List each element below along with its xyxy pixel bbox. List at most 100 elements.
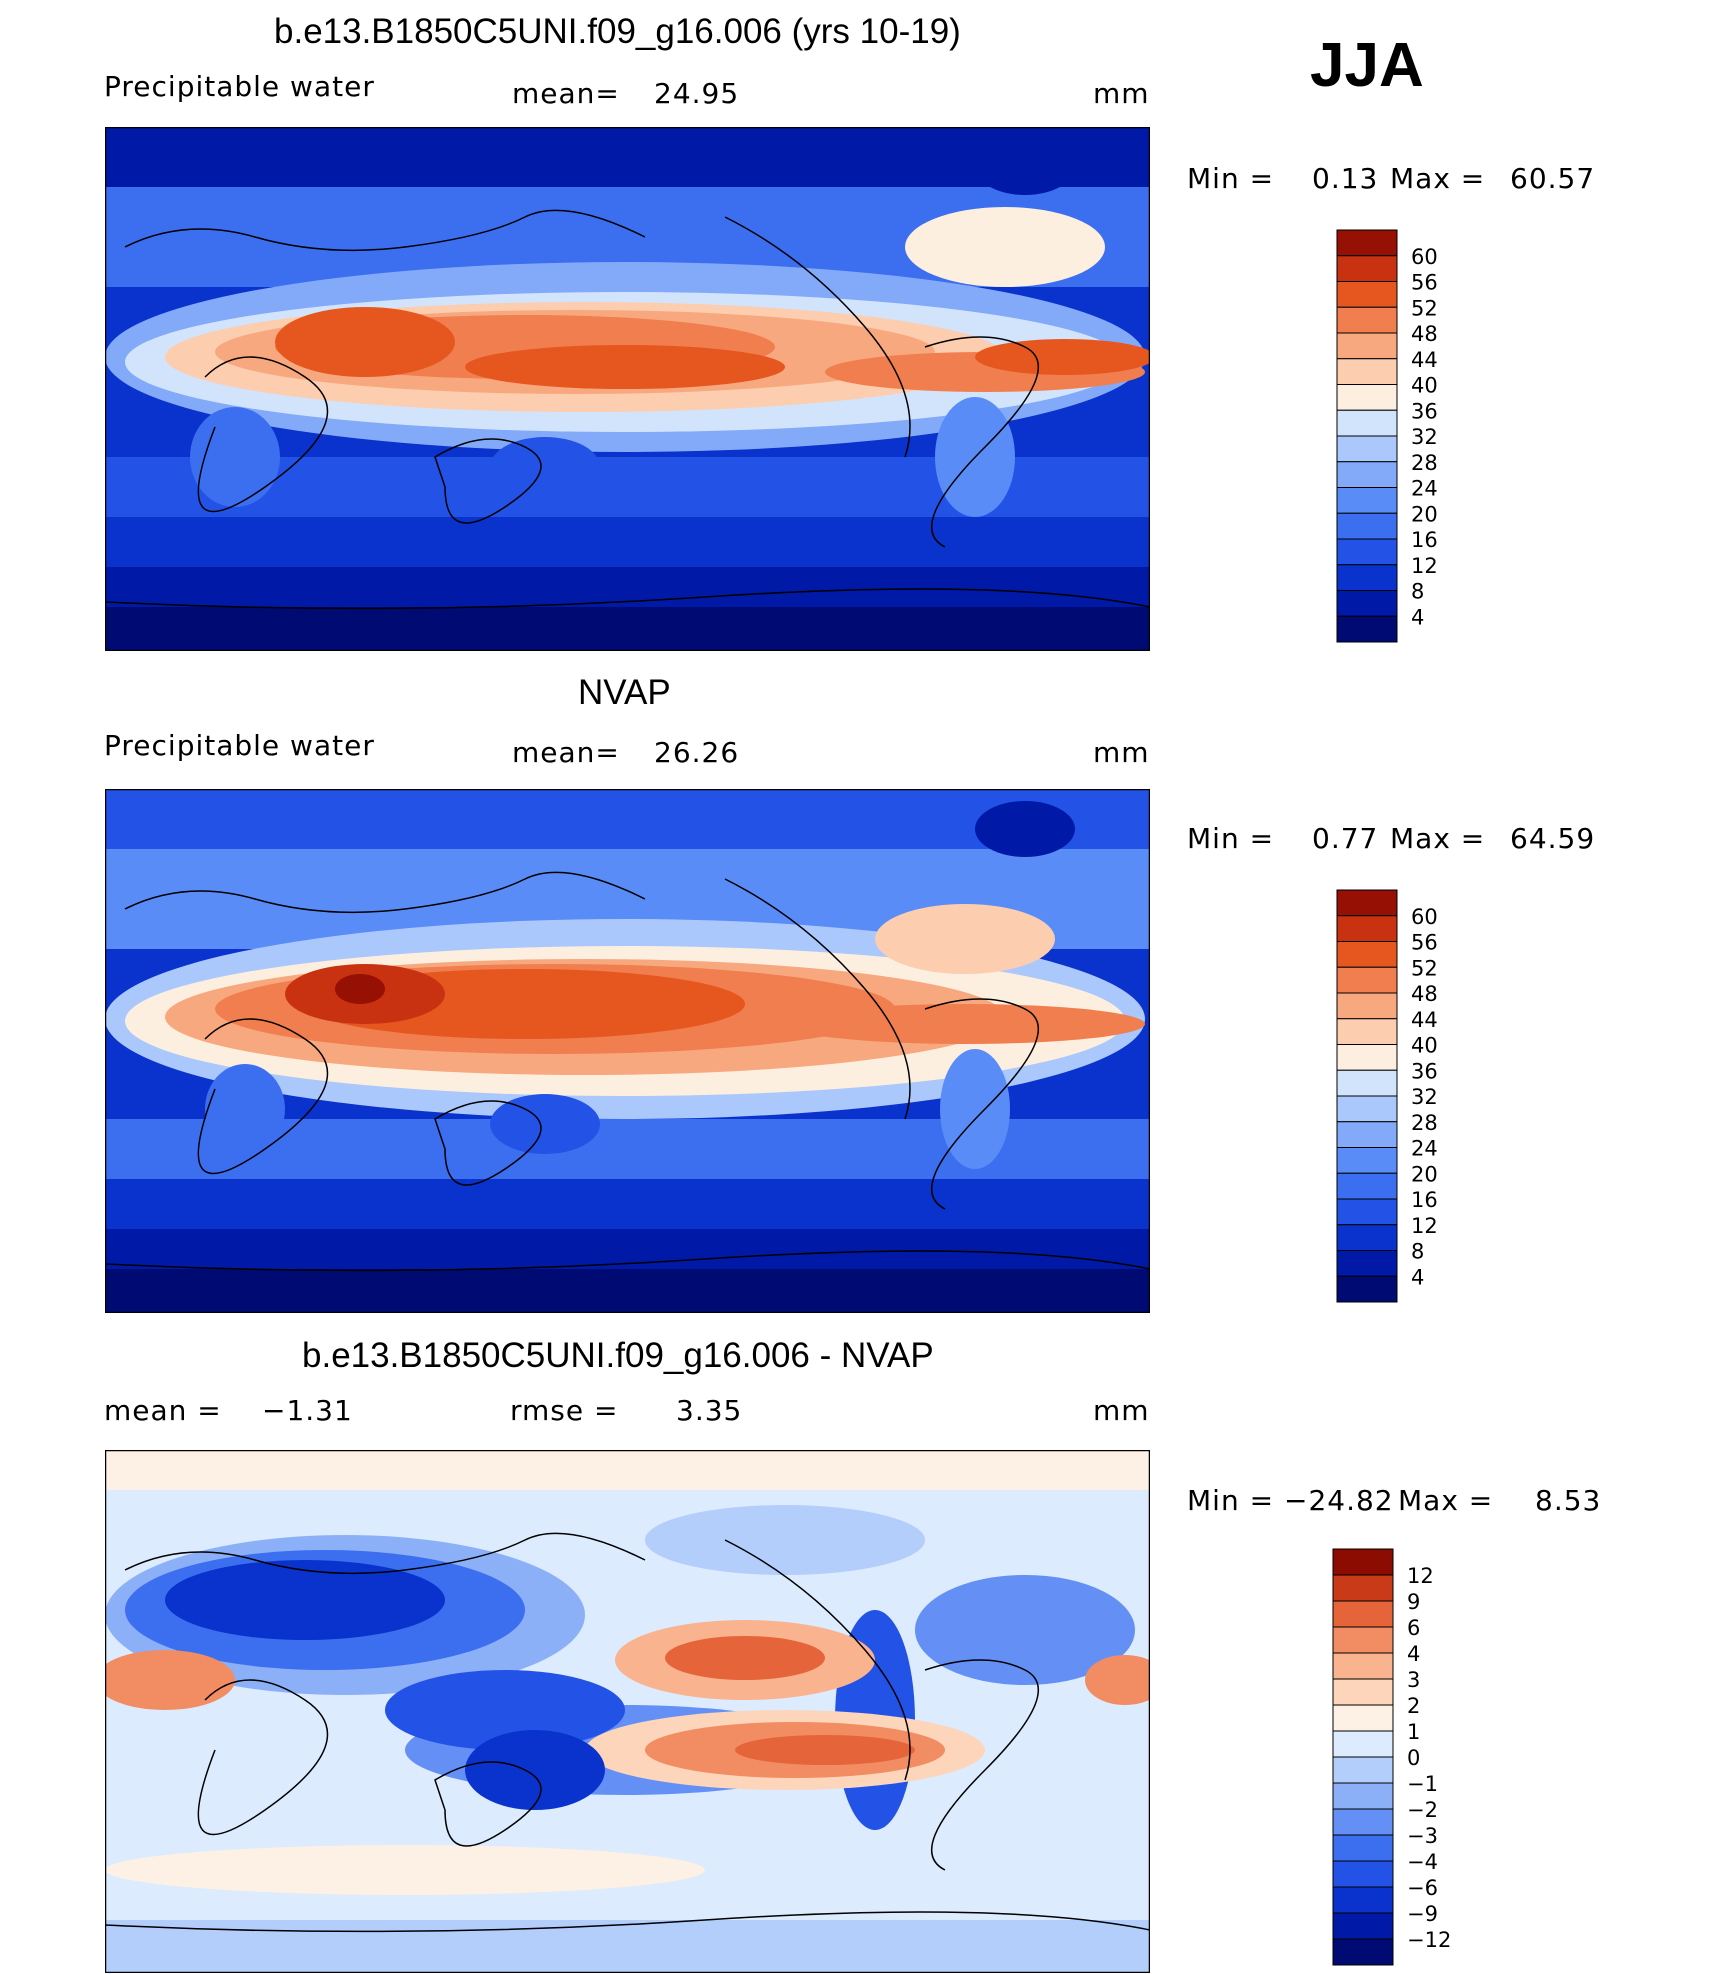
panel2-units: mm [1093, 736, 1150, 769]
colorbar-segment [1336, 1121, 1398, 1148]
colorbar-tick-label: 4 [1411, 605, 1424, 629]
colorbar-segment [1332, 1782, 1394, 1810]
colorbar-tick-label: 44 [1411, 1008, 1438, 1032]
colorbar-tick-label: 32 [1411, 425, 1438, 449]
colorbar-segment [1336, 512, 1398, 540]
colorbar-segment [1336, 1069, 1398, 1097]
colorbar-tick-label: 24 [1411, 1137, 1438, 1161]
panel1-mean-value: 24.95 [654, 77, 740, 110]
colorbar-tick-label: 24 [1411, 477, 1438, 501]
panel3-min-label: Min = [1187, 1484, 1275, 1517]
panel2-max-value: 64.59 [1510, 822, 1596, 855]
colorbar-tick-label: 60 [1411, 905, 1438, 929]
colorbar-segment [1336, 915, 1398, 942]
colorbar-segment [1336, 1095, 1398, 1123]
colorbar-tick-label: −9 [1407, 1902, 1438, 1926]
panel1-units: mm [1093, 77, 1150, 110]
colorbar-tick-label: 40 [1411, 1034, 1438, 1058]
season-label: JJA [1310, 31, 1424, 100]
panel3-mean-label: mean = [104, 1394, 222, 1427]
panel1-max-value: 60.57 [1510, 162, 1596, 195]
colorbar-segment [1332, 1834, 1394, 1862]
colorbar-tick-label: −12 [1407, 1928, 1451, 1952]
colorbar-segment [1336, 992, 1398, 1020]
colorbar-tick-label: 0 [1407, 1746, 1420, 1770]
panel2-variable-label: Precipitable water [104, 729, 375, 762]
colorbar-segment [1336, 306, 1398, 334]
colorbar-tick-label: 16 [1411, 528, 1438, 552]
panel3-units: mm [1093, 1394, 1150, 1427]
colorbar-tick-label: 4 [1411, 1265, 1424, 1289]
colorbar-segment [1336, 1275, 1398, 1303]
panel3-rmse-label: rmse = [510, 1394, 619, 1427]
colorbar-tick-label: 3 [1407, 1668, 1420, 1692]
colorbar-segment [1336, 409, 1398, 437]
colorbar-segment [1332, 1652, 1394, 1680]
panel3-max-label: Max = [1398, 1484, 1494, 1517]
colorbar-tick-label: 2 [1407, 1694, 1420, 1718]
colorbar-tick-label: 40 [1411, 374, 1438, 398]
colorbar-segment [1332, 1808, 1394, 1836]
panel2-mean-value: 26.26 [654, 736, 740, 769]
map-model-precipitable-water [105, 127, 1150, 651]
panel1-title: b.e13.B1850C5UNI.f09_g16.006 (yrs 10-19) [274, 12, 961, 51]
colorbar-segment [1332, 1938, 1394, 1966]
colorbar-tick-label: −3 [1407, 1824, 1438, 1848]
map-nvap-precipitable-water [105, 789, 1150, 1313]
colorbar-tick-label: 4 [1407, 1642, 1420, 1666]
colorbar-tick-label: −1 [1407, 1772, 1438, 1796]
colorbar-tick-label: 56 [1411, 271, 1438, 295]
colorbar-segment [1336, 1018, 1398, 1045]
panel2-mean-label: mean= [512, 736, 620, 769]
panel1-variable-label: Precipitable water [104, 70, 375, 103]
colorbar-tick-label: −4 [1407, 1850, 1438, 1874]
colorbar-tick-label: 36 [1411, 1059, 1438, 1083]
colorbar-segment [1336, 255, 1398, 282]
colorbar-segment [1336, 1044, 1398, 1071]
panel2-max-label: Max = [1390, 822, 1486, 855]
colorbar-segment [1336, 358, 1398, 385]
colorbar-segment [1332, 1574, 1394, 1602]
panel3-rmse-value: 3.35 [676, 1394, 743, 1427]
colorbar-tick-label: −6 [1407, 1876, 1438, 1900]
colorbar-segment [1332, 1704, 1394, 1732]
colorbar-segment [1336, 1172, 1398, 1200]
panel3-max-value: 8.53 [1535, 1484, 1602, 1517]
colorbar-segment [1336, 1250, 1398, 1277]
colorbar-tick-label: 28 [1411, 1111, 1438, 1135]
panel1-mean-label: mean= [512, 77, 620, 110]
colorbar-tick-label: 28 [1411, 451, 1438, 475]
panel1-min-label: Min = [1187, 162, 1275, 195]
colorbar-tick-label: 12 [1411, 554, 1438, 578]
colorbar-tick-label: 52 [1411, 296, 1438, 320]
colorbar-segment [1336, 229, 1398, 257]
panel3-title: b.e13.B1850C5UNI.f09_g16.006 - NVAP [302, 1336, 934, 1375]
panel2-title: NVAP [578, 673, 671, 712]
panel1-min-value: 0.13 [1312, 162, 1379, 195]
colorbar-segment [1336, 461, 1398, 488]
colorbar-segment [1336, 1224, 1398, 1251]
colorbar-segment [1336, 1147, 1398, 1174]
colorbar-segment [1332, 1548, 1394, 1576]
colorbar-segment [1336, 615, 1398, 643]
colorbar-tick-label: −2 [1407, 1798, 1438, 1822]
colorbar-segment [1336, 435, 1398, 463]
colorbar-segment [1336, 281, 1398, 308]
colorbar-segment [1332, 1600, 1394, 1628]
panel2-min-value: 0.77 [1312, 822, 1379, 855]
colorbar-tick-label: 8 [1411, 1240, 1424, 1264]
colorbar-segment [1332, 1886, 1394, 1914]
colorbar-tick-label: 48 [1411, 322, 1438, 346]
colorbar-segment [1332, 1756, 1394, 1784]
colorbar-tick-label: 8 [1411, 580, 1424, 604]
colorbar-segment [1332, 1860, 1394, 1888]
colorbar-tick-label: 52 [1411, 956, 1438, 980]
colorbar-segment [1336, 538, 1398, 566]
colorbar-segment [1336, 564, 1398, 591]
colorbar-tick-label: 36 [1411, 399, 1438, 423]
colorbar-segment [1336, 941, 1398, 968]
colorbar-segment [1332, 1730, 1394, 1758]
colorbar-tick-label: 44 [1411, 348, 1438, 372]
